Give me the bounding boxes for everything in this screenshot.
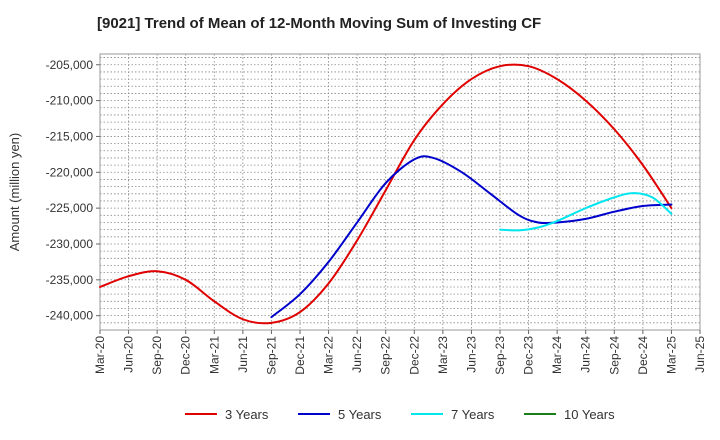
y-axis-label: Amount (million yen) bbox=[7, 133, 22, 252]
x-tick-label: Jun-25 bbox=[693, 336, 707, 373]
legend-label-5-years: 5 Years bbox=[338, 407, 382, 422]
y-tick-label: -205,000 bbox=[46, 58, 94, 72]
grid bbox=[99, 54, 701, 331]
legend-label-7-years: 7 Years bbox=[451, 407, 495, 422]
x-tick-label: Jun-21 bbox=[236, 336, 250, 373]
series-line-3-years bbox=[99, 63, 673, 325]
x-tick-label: Dec-20 bbox=[179, 336, 193, 375]
chart-title: [9021] Trend of Mean of 12-Month Moving … bbox=[97, 15, 541, 32]
y-tick-label: -225,000 bbox=[46, 201, 94, 215]
series-group bbox=[99, 63, 673, 325]
x-tick-label: Jun-20 bbox=[122, 336, 136, 373]
y-tick-label: -230,000 bbox=[46, 237, 94, 251]
series-line-5-years bbox=[270, 155, 673, 319]
x-tick-label: Mar-21 bbox=[207, 336, 221, 374]
x-tick-label: Dec-22 bbox=[407, 336, 421, 375]
y-tick-label: -210,000 bbox=[46, 94, 94, 108]
x-tick-label: Sep-23 bbox=[493, 336, 507, 375]
x-tick-label: Sep-20 bbox=[150, 336, 164, 375]
x-tick-label: Dec-23 bbox=[522, 336, 536, 375]
x-tick-label: Jun-24 bbox=[579, 336, 593, 373]
y-tick-label: -215,000 bbox=[46, 129, 94, 143]
x-tick-label: Dec-21 bbox=[293, 336, 307, 375]
x-tick-label: Sep-21 bbox=[264, 336, 278, 375]
plot-frame bbox=[99, 53, 701, 331]
x-axis: Mar-20 Jun-20 Sep-20 Dec-20 Mar-21 Jun-21 Sep-… bbox=[93, 330, 707, 375]
x-tick-label: Mar-25 bbox=[664, 336, 678, 374]
x-tick-label: Mar-23 bbox=[436, 336, 450, 374]
series-line-7-years bbox=[499, 192, 673, 232]
y-tick-label: -235,000 bbox=[46, 273, 94, 287]
y-tick-label: -240,000 bbox=[46, 309, 94, 323]
x-tick-label: Mar-24 bbox=[550, 336, 564, 374]
x-tick-label: Mar-22 bbox=[322, 336, 336, 374]
x-tick-label: Dec-24 bbox=[636, 336, 650, 375]
x-tick-label: Sep-24 bbox=[607, 336, 621, 375]
y-axis: -205,000 -210,000 -215,000 -220,000 -225,000… bbox=[46, 58, 100, 323]
legend: 3 Years 5 Years 7 Years 10 Years bbox=[185, 407, 615, 422]
legend-label-10-years: 10 Years bbox=[564, 407, 615, 422]
x-tick-label: Jun-23 bbox=[464, 336, 478, 373]
x-tick-label: Mar-20 bbox=[93, 336, 107, 374]
legend-label-3-years: 3 Years bbox=[225, 407, 269, 422]
x-tick-label: Sep-22 bbox=[379, 336, 393, 375]
x-tick-label: Jun-22 bbox=[350, 336, 364, 373]
y-tick-label: -220,000 bbox=[46, 165, 94, 179]
